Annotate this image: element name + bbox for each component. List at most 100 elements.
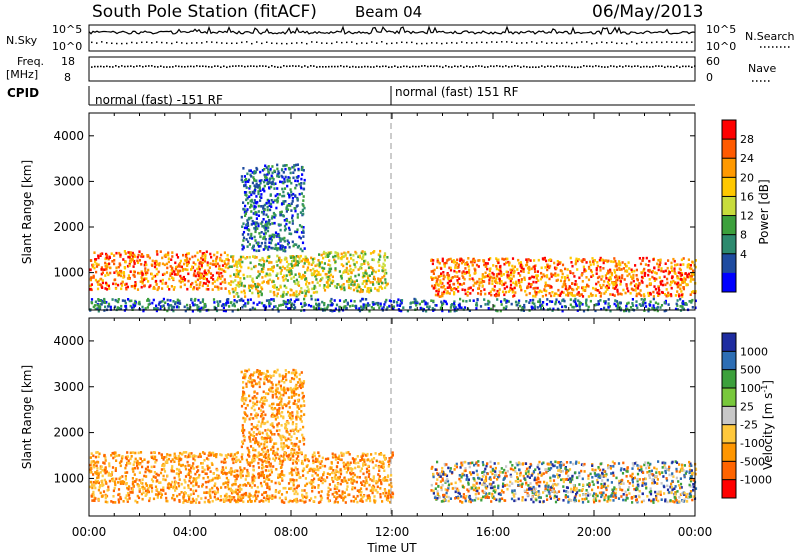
nsearch-dot (321, 42, 323, 44)
power-scatter-cell (300, 302, 303, 305)
velocity-scatter-cell (346, 461, 349, 464)
velocity-scatter-cell (184, 464, 187, 468)
freq-dot (508, 66, 510, 68)
freq-dot (652, 65, 654, 68)
velocity-scatter-cell (363, 484, 366, 487)
power-scatter-cell (556, 307, 559, 311)
power-scatter-cell (249, 261, 252, 265)
power-scatter-cell (383, 264, 386, 267)
power-scatter-cell (452, 259, 455, 262)
power-scatter-cell (682, 257, 685, 260)
freq-dot (463, 66, 465, 69)
power-scatter-cell (585, 261, 588, 264)
power-scatter-cell (530, 267, 533, 271)
velocity-scatter-cell (341, 490, 344, 493)
power-scatter-cell (146, 271, 149, 275)
power-scatter-cell (467, 257, 470, 260)
velocity-scatter-cell (126, 471, 129, 474)
power-scatter-cell (255, 213, 258, 216)
power-scatter-cell (619, 283, 622, 286)
power-scatter-cell (174, 267, 177, 271)
freq-tick-top: 18 (61, 55, 75, 68)
power-scatter-cell (288, 245, 291, 249)
power-scatter-cell (536, 270, 539, 273)
power-scatter-cell (372, 307, 375, 310)
power-scatter-cell (269, 208, 272, 212)
power-scatter-cell (439, 279, 442, 282)
power-scatter-cell (237, 273, 240, 276)
power-scatter-cell (98, 283, 101, 286)
velocity-scatter-cell (343, 479, 346, 483)
power-scatter-cell (432, 286, 435, 290)
power-scatter-cell (561, 263, 565, 267)
power-scatter-cell (430, 259, 433, 262)
freq-dot (328, 65, 330, 68)
power-scatter-cell (136, 288, 140, 291)
freq-dot (400, 66, 402, 68)
power-scatter-cell (636, 278, 639, 282)
power-scatter-cell (630, 281, 633, 285)
power-scatter-cell (495, 273, 499, 276)
power-scatter-cell (484, 303, 487, 306)
nsearch-dot (526, 42, 528, 44)
power-scatter-cell (519, 274, 522, 277)
power-scatter-cell (167, 306, 170, 310)
power-scatter-cell (590, 275, 593, 278)
power-scatter-cell (328, 284, 331, 287)
power-scatter-cell (133, 286, 136, 290)
velocity-scatter-cell (351, 479, 354, 482)
power-scatter-cell (118, 262, 121, 265)
power-scatter-cell (122, 258, 125, 261)
velocity-scatter-cell (141, 460, 144, 463)
velocity-scatter-cell (205, 472, 208, 476)
velocity-scatter-cell (281, 477, 284, 480)
power-scatter-cell (528, 265, 531, 269)
power-scatter-cell (505, 270, 508, 274)
power-scatter-cell (470, 260, 473, 264)
power-scatter-cell (292, 244, 295, 248)
power-scatter-cell (585, 298, 588, 302)
power-scatter-cell (349, 287, 352, 290)
power-scatter-cell (152, 285, 156, 289)
velocity-scatter-cell (361, 454, 364, 457)
power-scatter-cell (272, 299, 275, 302)
power-scatter-cell (286, 239, 289, 243)
velocity-scatter-cell (372, 475, 375, 478)
power-scatter-cell (303, 274, 306, 278)
velocity-scatter-cell (214, 482, 217, 485)
power-scatter-cell (692, 290, 695, 293)
freq-dot (439, 65, 441, 68)
freq-dot (625, 65, 627, 67)
power-scatter-cell (396, 301, 399, 304)
power-scatter-cell (216, 278, 219, 282)
velocity-scatter-cell (255, 490, 258, 494)
velocity-scatter-cell (182, 501, 185, 504)
power-scatter-cell (235, 260, 239, 264)
power-scatter-cell (100, 266, 103, 269)
power-scatter-cell (250, 203, 253, 207)
power-scatter-cell (670, 276, 674, 280)
power-scatter-cell (146, 299, 149, 302)
power-scatter-cell (582, 289, 585, 292)
velocity-scatter-cell (197, 476, 200, 479)
velocity-scatter (89, 368, 698, 504)
velocity-scatter-cell (296, 468, 299, 471)
power-scatter-cell (241, 247, 244, 251)
power-scatter-cell (514, 300, 518, 304)
freq-dot (373, 66, 375, 68)
freq-dot (178, 65, 180, 68)
power-scatter-cell (654, 271, 657, 274)
power-scatter-cell (145, 273, 148, 276)
power-colorbar-swatch (722, 272, 736, 293)
power-scatter-cell (690, 275, 693, 278)
power-scatter-cell (241, 305, 244, 309)
power-scatter-cell (368, 309, 371, 313)
nsearch-dot (481, 41, 483, 43)
power-scatter-cell (564, 285, 568, 288)
velocity-scatter-cell (89, 456, 92, 459)
power-scatter-cell (244, 181, 247, 184)
velocity-scatter-cell (190, 452, 193, 455)
power-scatter-cell (173, 286, 176, 289)
power-scatter-cell (253, 255, 256, 259)
power-scatter-cell (159, 250, 162, 253)
